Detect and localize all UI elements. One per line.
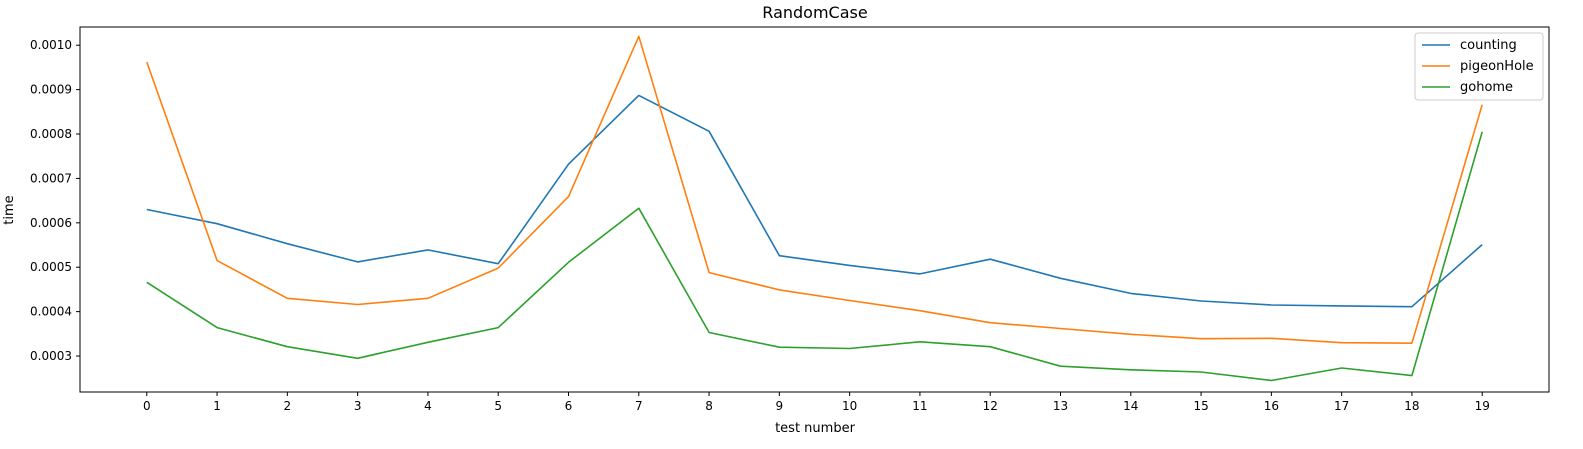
x-tick-label: 4 bbox=[424, 399, 432, 413]
x-tick-label: 6 bbox=[565, 399, 573, 413]
series-line-counting bbox=[146, 94, 1483, 308]
x-tick-label: 17 bbox=[1334, 399, 1349, 413]
y-axis: 0.0003 0.0004 0.0005 0.0006 0.0007 0.0008 0.00… bbox=[30, 38, 80, 363]
legend-label: pigeonHole bbox=[1460, 59, 1534, 74]
y-axis-label: time bbox=[2, 195, 17, 224]
y-tick-label: 0.0003 bbox=[30, 349, 72, 363]
x-tick-label: 15 bbox=[1193, 399, 1208, 413]
chart-title: RandomCase bbox=[762, 3, 867, 22]
y-tick-label: 0.0008 bbox=[30, 127, 72, 141]
x-tick-label: 1 bbox=[213, 399, 221, 413]
x-tick-label: 8 bbox=[705, 399, 713, 413]
x-tick-label: 9 bbox=[776, 399, 784, 413]
x-tick-label: 11 bbox=[912, 399, 927, 413]
x-tick-label: 19 bbox=[1475, 399, 1490, 413]
y-tick-label: 0.0007 bbox=[30, 171, 72, 185]
x-tick-label: 18 bbox=[1404, 399, 1419, 413]
x-axis-label: test number bbox=[775, 421, 855, 436]
y-tick-label: 0.0010 bbox=[30, 38, 72, 52]
y-tick-label: 0.0005 bbox=[30, 260, 72, 274]
x-axis: 0 1 2 3 4 5 6 7 8 9 10 11 12 13 14 15 16 17 18 19 bbox=[143, 392, 1490, 413]
plot-frame bbox=[79, 26, 1550, 393]
x-tick-label: 12 bbox=[983, 399, 998, 413]
x-tick-label: 16 bbox=[1264, 399, 1279, 413]
x-tick-label: 13 bbox=[1053, 399, 1068, 413]
series-line-pigeonHole bbox=[146, 35, 1483, 345]
x-tick-label: 0 bbox=[143, 399, 151, 413]
y-tick-label: 0.0006 bbox=[30, 216, 72, 230]
y-tick-label: 0.0009 bbox=[30, 83, 72, 97]
x-tick-label: 5 bbox=[494, 399, 502, 413]
legend: counting pigeonHole gohome bbox=[1414, 32, 1544, 101]
legend-label: gohome bbox=[1460, 80, 1513, 95]
x-tick-label: 3 bbox=[354, 399, 362, 413]
x-tick-label: 10 bbox=[842, 399, 857, 413]
x-tick-label: 14 bbox=[1123, 399, 1138, 413]
x-tick-label: 2 bbox=[284, 399, 292, 413]
y-tick-label: 0.0004 bbox=[30, 305, 72, 319]
x-tick-label: 7 bbox=[635, 399, 643, 413]
series-line-gohome bbox=[146, 131, 1483, 382]
legend-box bbox=[1414, 32, 1544, 101]
legend-label: counting bbox=[1460, 38, 1517, 53]
series-layer bbox=[146, 35, 1483, 382]
